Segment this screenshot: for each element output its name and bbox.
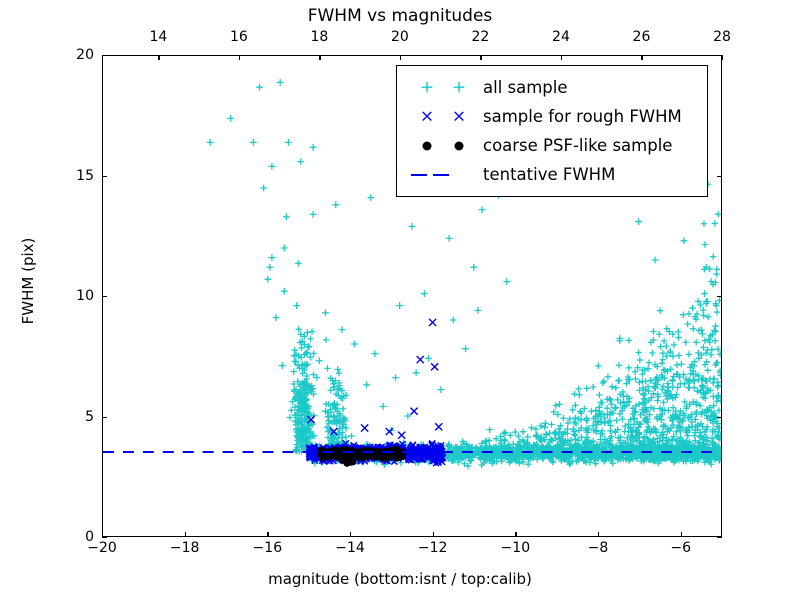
x-tickmark-bottom — [598, 532, 600, 537]
x-tick-label-bottom: −10 — [500, 540, 531, 556]
y-tickmark-right — [717, 175, 722, 177]
x-tick-label-top: 28 — [713, 29, 731, 45]
x-tickmark-top — [480, 55, 482, 60]
legend-item-0: + + all sample — [405, 73, 697, 102]
x-tick-label-bottom: −12 — [417, 540, 448, 556]
y-tickmark-right — [717, 537, 722, 539]
x-tick-label-top: 24 — [552, 29, 570, 45]
x-tickmark-top — [319, 55, 321, 60]
y-tick-label: 20 — [76, 47, 94, 63]
x-tick-label-top: 20 — [391, 29, 409, 45]
x-tick-label-bottom: −20 — [87, 540, 117, 556]
x-tickmark-bottom — [102, 532, 104, 537]
legend-label: all sample — [483, 78, 568, 97]
y-tickmark-left — [102, 416, 107, 418]
x-tickmark-bottom — [515, 532, 517, 537]
y-tick-label: 10 — [76, 288, 94, 304]
chart-title: FWHM vs magnitudes — [307, 6, 493, 26]
y-tick-label: 0 — [85, 529, 94, 545]
y-tickmark-left — [102, 537, 107, 539]
y-tick-label: 5 — [85, 408, 94, 425]
y-tickmark-left — [102, 296, 107, 298]
x-tickmark-top — [722, 55, 724, 60]
x-tick-label-top: 18 — [310, 29, 329, 45]
y-tickmark-right — [717, 416, 722, 418]
x-tick-label-bottom: −14 — [335, 540, 365, 556]
y-tickmark-left — [102, 55, 107, 57]
x-tick-label-top: 14 — [149, 29, 168, 45]
legend-marker-all-sample-icon: + + — [419, 77, 467, 97]
legend-marker-tentative-fwhm-icon — [405, 164, 479, 186]
legend-marker-coarse-psf-like-sample-icon — [405, 135, 479, 157]
x-tick-label-top: 22 — [471, 29, 490, 45]
x-tick-label-top: 16 — [229, 29, 248, 45]
legend-label: coarse PSF-like sample — [483, 136, 673, 155]
x-tick-label-bottom: −8 — [587, 540, 609, 556]
x-tickmark-top — [399, 55, 402, 60]
legend-label: tentative FWHM — [483, 165, 616, 184]
x-tickmark-bottom — [432, 532, 434, 537]
y-tickmark-left — [102, 175, 107, 177]
x-tickmark-bottom — [350, 532, 352, 537]
x-tickmark-top — [641, 55, 643, 60]
legend-label: sample for rough FWHM — [483, 107, 682, 126]
x-tickmark-top — [238, 55, 241, 60]
y-tickmark-right — [717, 296, 722, 298]
x-tick-label-bottom: −6 — [670, 540, 691, 556]
legend-item-1: × × sample for rough FWHM — [405, 102, 697, 131]
scatter-markers — [103, 71, 721, 470]
x-tickmark-top — [560, 55, 563, 60]
x-tickmark-top — [158, 55, 160, 60]
x-tickmark-bottom — [267, 532, 269, 537]
x-tick-label-bottom: −18 — [169, 540, 200, 556]
x-tick-label-bottom: −16 — [252, 540, 283, 556]
x-tick-label-top: 26 — [632, 29, 651, 45]
x-tickmark-bottom — [184, 532, 186, 537]
legend-item-2: coarse PSF-like sample — [405, 131, 697, 160]
y-tick-label: 15 — [76, 167, 94, 184]
legend-marker-sample-for-rough-fwhm-icon: × × — [419, 106, 467, 126]
legend-item-3: tentative FWHM — [405, 160, 697, 189]
x-tickmark-bottom — [680, 532, 682, 537]
x-axis-label: magnitude (bottom:isnt / top:calib) — [268, 570, 532, 588]
y-axis-label: FWHM (pix) — [19, 237, 37, 325]
chart-legend: + + all sample × × sample for rough FWHM coars… — [396, 65, 708, 197]
y-tickmark-right — [717, 55, 722, 57]
